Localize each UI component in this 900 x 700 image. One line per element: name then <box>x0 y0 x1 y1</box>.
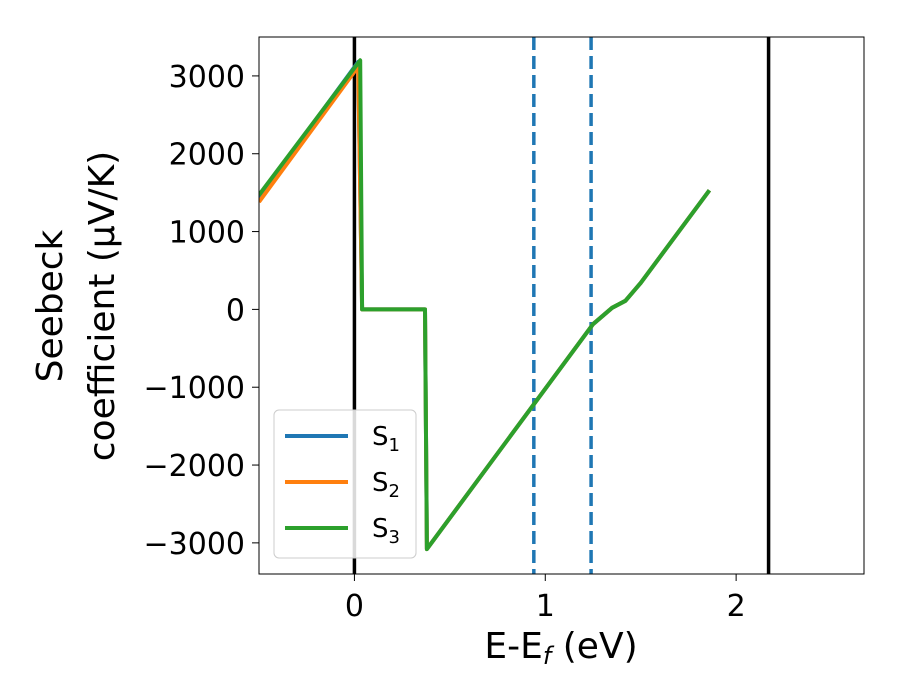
y-tick-label: 2000 <box>169 138 245 173</box>
y-tick-label: 1000 <box>169 216 245 251</box>
y-axis-label-line2: coefficient (μV/K) <box>82 151 123 461</box>
x-axis: 0 1 2 <box>345 574 746 624</box>
y-axis-label-line1: Seebeck <box>30 229 71 382</box>
y-tick-label: 3000 <box>169 60 245 95</box>
legend-label-2: S2 <box>372 468 400 502</box>
y-tick-label: −1000 <box>144 371 245 406</box>
legend: S1 S2 S3 <box>273 409 417 559</box>
legend-label-3: S3 <box>372 514 400 548</box>
series-line-3 <box>259 58 712 552</box>
y-axis: −3000 −2000 −1000 0 1000 2000 3000 <box>144 60 259 562</box>
vertical-lines <box>352 37 771 574</box>
y-tick-label: −3000 <box>144 527 245 562</box>
plot-frame <box>258 36 865 575</box>
y-tick-label: −2000 <box>144 449 245 484</box>
x-tick-label: 0 <box>345 589 364 624</box>
x-axis-label: E-Ef (eV) <box>484 626 637 670</box>
series-lines <box>259 58 712 552</box>
legend-label-1: S1 <box>372 422 400 456</box>
y-axis-label: Seebeck coefficient (μV/K) <box>30 151 123 461</box>
x-tick-label: 1 <box>536 589 555 624</box>
y-tick-label: 0 <box>226 293 245 328</box>
x-tick-label: 2 <box>727 589 746 624</box>
